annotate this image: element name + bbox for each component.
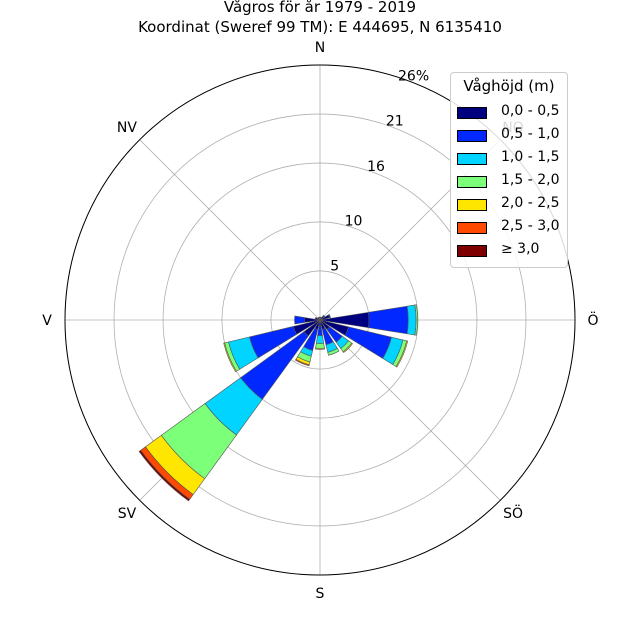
direction-label: V	[42, 313, 52, 329]
legend-swatch	[457, 176, 487, 188]
direction-label: SÖ	[503, 504, 523, 522]
direction-label: N	[315, 40, 325, 56]
direction-label: NV	[117, 120, 137, 136]
wave-bars	[138, 304, 418, 502]
radial-tick-label: 26%	[398, 68, 429, 84]
legend-swatch	[457, 107, 487, 119]
legend-label: 1,0 - 1,5	[501, 149, 560, 165]
legend-entry: 0,0 - 0,5	[457, 103, 565, 125]
bar-segment	[315, 342, 325, 349]
direction-label: SV	[118, 506, 137, 522]
legend-swatch	[457, 222, 487, 234]
legend-label: 0,5 - 1,0	[501, 126, 560, 142]
outer-circle	[64, 64, 576, 576]
radial-tick-label: 16	[367, 159, 385, 175]
bar-segment	[368, 305, 409, 335]
legend-entry: ≥ 3,0	[457, 241, 565, 263]
bar-segment	[342, 342, 353, 353]
legend-entry: 2,0 - 2,5	[457, 195, 565, 217]
bar-segment	[344, 326, 392, 359]
bar-segment	[395, 340, 409, 368]
grid-spoke	[319, 319, 501, 501]
bar-segment	[327, 348, 340, 356]
legend-swatch	[457, 245, 487, 257]
grid-spoke	[139, 139, 321, 321]
bar-segment	[294, 358, 310, 367]
polar-frame	[64, 64, 576, 576]
bar-segment	[294, 315, 305, 325]
chart-subtitle: Koordinat (Sweref 99 TM): E 444695, N 61…	[138, 18, 502, 36]
bar-segment	[223, 342, 237, 373]
bar-segment	[138, 449, 191, 502]
legend-label: 2,5 - 3,0	[501, 218, 560, 234]
legend-entry: 1,0 - 1,5	[457, 149, 565, 171]
legend-label: 0,0 - 0,5	[501, 103, 560, 119]
bar-segment	[406, 304, 417, 336]
legend-entry: 2,5 - 3,0	[457, 218, 565, 240]
legend: Våghöjd (m) 0,0 - 0,5 0,5 - 1,0 1,0 - 1,…	[450, 72, 568, 268]
bar-segment	[318, 316, 321, 321]
direction-label: S	[316, 586, 325, 602]
legend-label: 1,5 - 2,0	[501, 172, 560, 188]
legend-swatch	[457, 130, 487, 142]
chart-title: Vågros för år 1979 - 2019	[223, 0, 417, 16]
legend-label: 2,0 - 2,5	[501, 195, 560, 211]
bar-segment	[414, 304, 418, 336]
radial-tick-label: 10	[345, 213, 363, 229]
radial-tick-label: 21	[386, 114, 404, 130]
bar-segment	[315, 335, 325, 344]
legend-swatch	[457, 153, 487, 165]
bar-segment	[322, 314, 326, 318]
legend-swatch	[457, 199, 487, 211]
legend-title: Våghöjd (m)	[463, 77, 555, 95]
legend-label: ≥ 3,0	[501, 241, 540, 257]
legend-entry: 0,5 - 1,0	[457, 126, 565, 148]
bar-segment	[327, 313, 331, 319]
legend-entry: 1,5 - 2,0	[457, 172, 565, 194]
direction-label: Ö	[587, 311, 598, 329]
radial-tick-label: 5	[330, 259, 339, 275]
bar-segment	[315, 347, 325, 350]
